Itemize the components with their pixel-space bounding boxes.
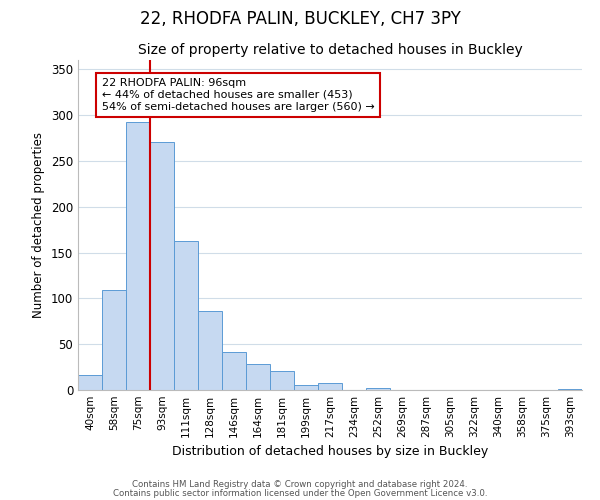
- Y-axis label: Number of detached properties: Number of detached properties: [32, 132, 46, 318]
- Bar: [150, 142, 174, 390]
- Bar: [222, 352, 246, 390]
- Bar: [78, 376, 102, 390]
- Bar: [558, 389, 582, 390]
- Bar: [366, 388, 390, 390]
- Text: Contains public sector information licensed under the Open Government Licence v3: Contains public sector information licen…: [113, 489, 487, 498]
- Text: 22, RHODFA PALIN, BUCKLEY, CH7 3PY: 22, RHODFA PALIN, BUCKLEY, CH7 3PY: [140, 10, 460, 28]
- Bar: [318, 382, 342, 390]
- X-axis label: Distribution of detached houses by size in Buckley: Distribution of detached houses by size …: [172, 446, 488, 458]
- Bar: [174, 240, 198, 390]
- Bar: [270, 371, 294, 390]
- Bar: [294, 386, 318, 390]
- Bar: [126, 122, 150, 390]
- Text: 22 RHODFA PALIN: 96sqm
← 44% of detached houses are smaller (453)
54% of semi-de: 22 RHODFA PALIN: 96sqm ← 44% of detached…: [102, 78, 375, 112]
- Bar: [246, 364, 270, 390]
- Bar: [102, 290, 126, 390]
- Title: Size of property relative to detached houses in Buckley: Size of property relative to detached ho…: [137, 44, 523, 58]
- Text: Contains HM Land Registry data © Crown copyright and database right 2024.: Contains HM Land Registry data © Crown c…: [132, 480, 468, 489]
- Bar: [198, 311, 222, 390]
